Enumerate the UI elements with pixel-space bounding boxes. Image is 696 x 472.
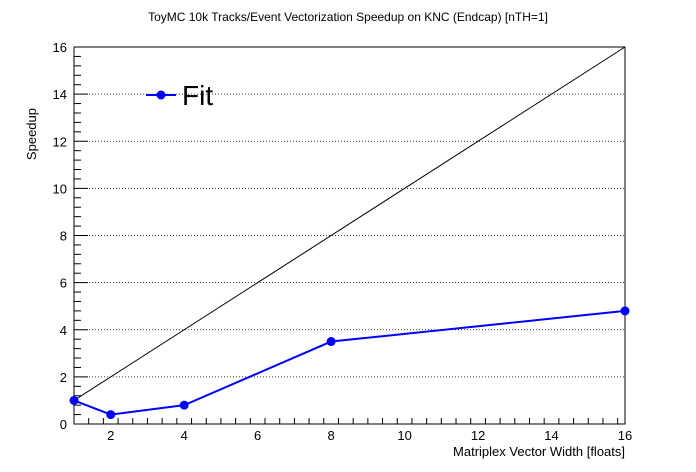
y-tick-labels: 0 2 4 6 8 10 12 14 16 xyxy=(53,40,67,432)
y-tick-label: 8 xyxy=(60,229,67,244)
data-point xyxy=(179,400,189,410)
series-group xyxy=(69,306,630,420)
data-point xyxy=(326,337,336,347)
y-tick-label: 10 xyxy=(53,181,67,196)
x-axis-label: Matriplex Vector Width [floats] xyxy=(453,444,625,459)
x-tick-label: 10 xyxy=(397,428,411,443)
axis-ticks xyxy=(73,46,619,425)
y-tick-label: 16 xyxy=(53,40,67,55)
x-tick-label: 14 xyxy=(544,428,558,443)
x-tick-label: 2 xyxy=(107,428,114,443)
data-point xyxy=(69,395,79,405)
x-tick-label: 4 xyxy=(181,428,188,443)
y-tick-label: 6 xyxy=(60,276,67,291)
data-point xyxy=(106,410,116,420)
x-tick-label: 16 xyxy=(618,428,632,443)
y-tick-label: 14 xyxy=(53,87,67,102)
x-tick-label: 12 xyxy=(471,428,485,443)
chart-title: ToyMC 10k Tracks/Event Vectorization Spe… xyxy=(148,10,548,24)
x-tick-label: 8 xyxy=(328,428,335,443)
reference-line-group xyxy=(73,46,626,401)
legend: Fit xyxy=(146,80,213,111)
y-tick-label: 2 xyxy=(60,370,67,385)
legend-marker xyxy=(156,90,166,100)
reference-line xyxy=(73,46,626,401)
x-tick-label: 6 xyxy=(254,428,261,443)
y-tick-label: 4 xyxy=(60,323,67,338)
data-point xyxy=(620,306,630,316)
x-tick-labels: 2 4 6 8 10 12 14 16 xyxy=(107,428,632,443)
y-axis-label: Speedup xyxy=(24,108,39,160)
y-tick-label: 0 xyxy=(60,417,67,432)
y-tick-label: 12 xyxy=(53,134,67,149)
legend-entry-fit: Fit xyxy=(182,80,213,111)
grid-lines xyxy=(74,93,625,378)
